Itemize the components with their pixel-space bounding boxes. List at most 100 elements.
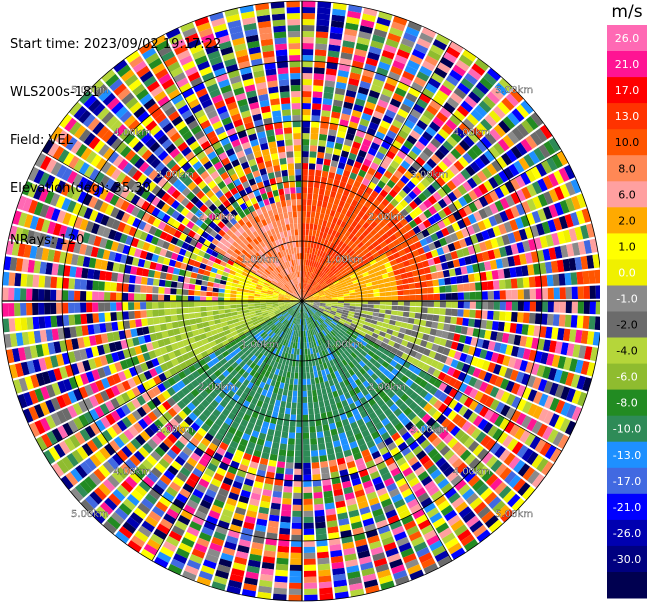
range-gate [214, 319, 221, 325]
range-gate [194, 284, 202, 291]
range-gate [206, 286, 213, 292]
range-gate [337, 388, 344, 396]
range-gate [302, 306, 304, 313]
range-gate [134, 284, 141, 293]
range-gate [387, 514, 400, 525]
range-gate [367, 289, 374, 294]
range-gate [484, 396, 495, 408]
range-gate [354, 312, 361, 317]
range-gate [313, 371, 319, 378]
range-gate [335, 81, 347, 90]
range-gate [395, 398, 404, 408]
range-gate [152, 309, 159, 317]
range-gate [355, 297, 362, 301]
range-gate [477, 465, 490, 478]
range-gate [376, 461, 387, 471]
range-gate [304, 277, 307, 284]
range-gate [333, 198, 340, 206]
range-gate [287, 365, 292, 373]
range-gate [420, 524, 434, 536]
range-gate [401, 488, 413, 499]
range-gate [488, 146, 500, 159]
range-gate [339, 413, 348, 421]
range-gate [311, 115, 321, 122]
range-gate [350, 333, 358, 340]
range-gate [496, 504, 510, 518]
range-gate [400, 384, 410, 393]
range-gate [383, 44, 397, 54]
range-gate [332, 319, 339, 324]
range-gate [326, 361, 332, 368]
range-gate [462, 118, 475, 131]
range-gate [339, 119, 349, 127]
range-gate [291, 335, 295, 343]
range-gate [357, 334, 365, 340]
range-gate [400, 145, 411, 155]
range-gate [313, 304, 320, 308]
range-gate [8, 287, 15, 301]
range-gate [311, 335, 315, 342]
range-gate [325, 304, 332, 307]
range-gate [423, 529, 437, 541]
range-gate [473, 501, 487, 515]
range-gate [367, 304, 374, 308]
range-gate [394, 436, 405, 447]
range-gate [323, 267, 329, 273]
range-gate [324, 80, 336, 88]
range-gate [430, 137, 442, 149]
range-gate [326, 177, 334, 185]
range-gate [306, 253, 310, 260]
range-gate [135, 319, 142, 328]
range-gate [487, 425, 499, 438]
range-gate [316, 276, 321, 283]
range-gate [281, 510, 291, 517]
range-gate [508, 456, 521, 470]
range-gate [411, 536, 425, 547]
range-gate [274, 368, 280, 376]
range-gate [430, 359, 439, 369]
ray [302, 301, 349, 600]
range-gate [104, 302, 111, 312]
range-gate [302, 420, 309, 427]
range-gate [333, 93, 345, 102]
ray [302, 49, 477, 301]
range-gate [302, 402, 308, 409]
range-gate [355, 303, 362, 307]
range-gate [326, 202, 333, 210]
range-gate [362, 364, 370, 372]
range-gate [267, 404, 274, 412]
range-gate [292, 342, 296, 349]
range-gate [344, 28, 358, 37]
range-gate [474, 319, 481, 328]
range-gate [554, 246, 563, 259]
range-gate [472, 461, 485, 474]
range-gate [308, 310, 313, 316]
range-gate [313, 334, 318, 341]
range-gate [318, 376, 324, 383]
range-gate [373, 301, 380, 305]
range-gate [472, 367, 482, 378]
range-gate [458, 394, 469, 405]
range-gate [427, 287, 434, 294]
range-gate [344, 371, 351, 379]
range-gate [432, 212, 442, 222]
range-gate [354, 309, 362, 313]
range-gate [391, 296, 398, 301]
range-gate [439, 445, 451, 456]
range-gate [361, 294, 368, 298]
range-gate [420, 339, 428, 348]
range-gate [321, 369, 327, 377]
range-gate [377, 346, 386, 353]
range-gate [313, 314, 319, 320]
range-gate [201, 316, 209, 323]
range-gate [314, 49, 327, 57]
range-gate [302, 109, 311, 116]
range-gate [514, 427, 526, 440]
range-gate [313, 486, 323, 493]
range-gate [375, 104, 386, 114]
range-gate [325, 74, 336, 82]
range-gate [207, 548, 221, 558]
range-gate [440, 482, 453, 495]
range-gate [188, 301, 195, 307]
range-gate [446, 470, 459, 482]
